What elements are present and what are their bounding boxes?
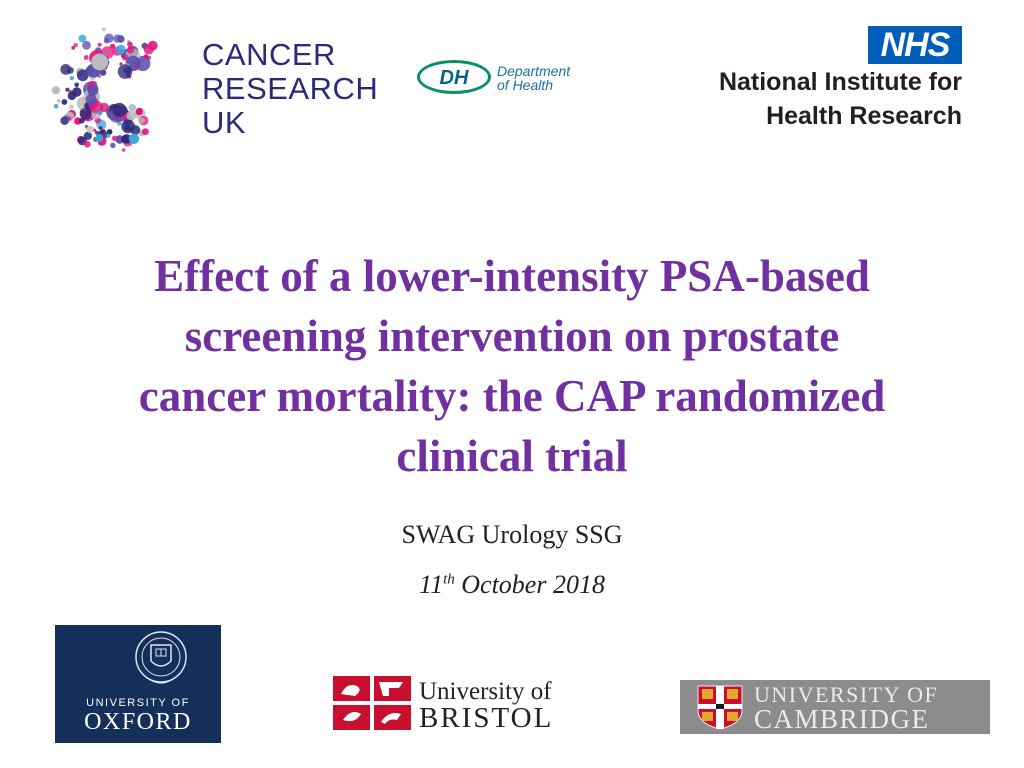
cambridge-crest-icon [697,685,743,730]
university-of-bristol-logo: University of BRISTOL [333,676,603,734]
cruk-dot-c-icon [51,27,158,152]
cruk-word-2: RESEARCH [202,71,379,106]
title-line: cancer mortality: the CAP randomized [138,371,886,421]
dh-mark: DH [439,67,469,89]
university-of-oxford-logo: UNIVERSITY OF OXFORD [55,625,221,743]
cambridge-line-1: UNIVERSITY OF [754,682,939,707]
oxford-crest-icon [135,631,187,684]
cancer-research-uk-logo: CANCER RESEARCH UK [42,26,378,156]
bristol-line-2: BRISTOL [419,702,554,734]
title-line: Effect of a lower-intensity PSA-based [154,251,870,301]
date-suffix: th [443,571,455,588]
oxford-line-2: OXFORD [84,709,192,735]
bristol-line-1: University of [419,678,552,705]
title-line: screening intervention on prostate [184,311,840,361]
oxford-line-1: UNIVERSITY OF [86,697,190,709]
cruk-word-3: UK [202,105,247,140]
nhs-logo: NHS [868,26,962,64]
dh-oval-icon: DH [417,60,491,94]
nihr-line-2: Health Research [766,102,962,130]
title-line: clinical trial [396,431,628,481]
slide-title: Effect of a lower-intensity PSA-based sc… [60,246,964,486]
cambridge-line-2: CAMBRIDGE [754,704,930,734]
dh-line-1: Department [497,63,571,79]
bristol-crest-icon [333,676,411,730]
department-of-health-logo: DH Department of Health [417,60,632,100]
dh-line-2: of Health [497,77,554,93]
date-day: 11 [419,570,444,599]
date-rest: October 2018 [454,570,605,599]
cruk-word-1: CANCER [202,37,336,72]
slide-date: 11th October 2018 [0,570,1024,600]
slide-subtitle: SWAG Urology SSG [401,520,623,549]
university-of-cambridge-logo: UNIVERSITY OF CAMBRIDGE [680,680,990,734]
nihr-line-1: National Institute for [718,68,962,96]
